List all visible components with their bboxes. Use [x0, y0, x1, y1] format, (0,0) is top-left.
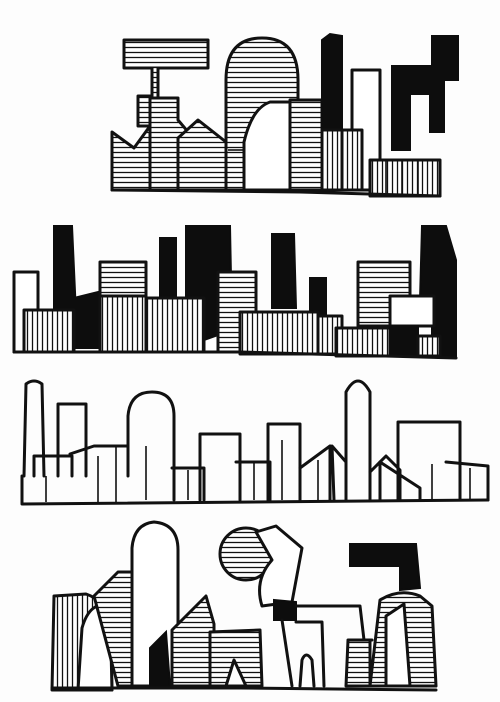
- skyline-row-4: [50, 520, 438, 692]
- skyline-row-2: [12, 225, 458, 360]
- skyline-row-1: [110, 32, 459, 198]
- skyline-row-3: [20, 379, 490, 506]
